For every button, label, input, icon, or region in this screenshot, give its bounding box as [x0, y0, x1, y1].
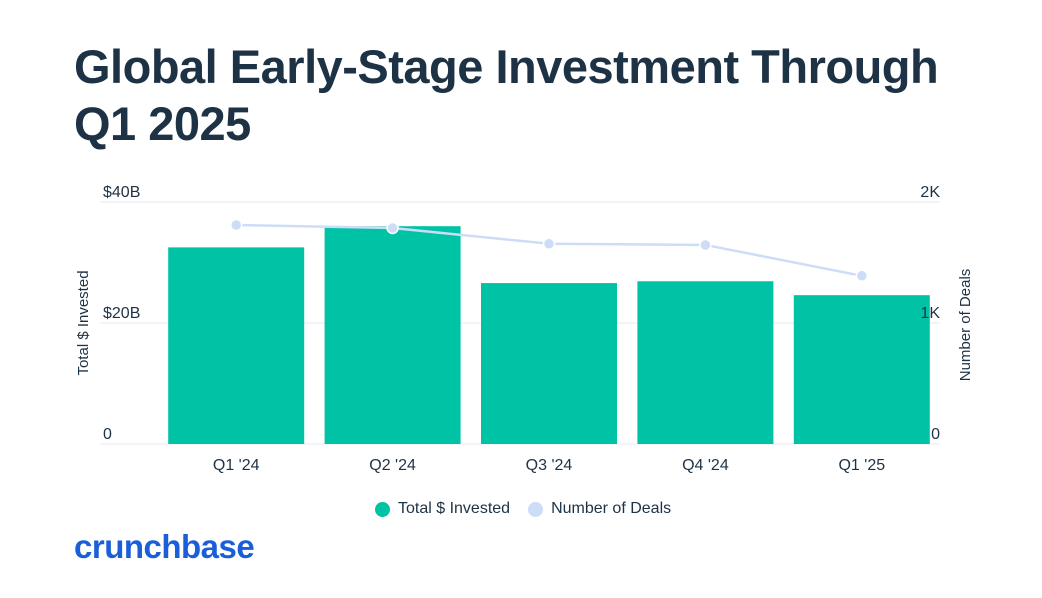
deals-point — [386, 221, 399, 235]
bar — [168, 247, 305, 444]
bar — [324, 226, 461, 444]
y2-tick-label: 2K — [920, 184, 940, 201]
axes: 0 $20B $40B 0 1K 2K Q1 '24 Q2 '24 Q3 '24 Q4 '24 Q1… — [75, 184, 974, 474]
bar — [793, 295, 930, 444]
y-axis-title: Total $ Invested — [75, 270, 92, 375]
y-tick-label: $20B — [103, 305, 140, 322]
deals-point — [699, 238, 712, 252]
legend-label-invested: Total $ Invested — [398, 500, 511, 517]
brand-logo: crunchbase — [74, 528, 255, 565]
x-tick-label: Q4 '24 — [682, 457, 729, 474]
legend-swatch-deals — [528, 501, 544, 517]
chart-title: Global Early-Stage Investment Through Q1… — [74, 40, 939, 150]
line-series — [229, 218, 869, 283]
deals-point — [542, 237, 556, 250]
legend-swatch-invested — [375, 501, 390, 517]
x-tick-label: Q1 '25 — [838, 457, 885, 474]
y2-tick-label: 1K — [920, 305, 940, 322]
legend-item-deals[interactable]: Number of Deals — [528, 500, 671, 518]
legend: Total $ Invested Number of Deals — [375, 500, 671, 518]
y-tick-label: $40B — [103, 184, 140, 201]
deals-point — [855, 269, 869, 283]
legend-label-deals: Number of Deals — [551, 500, 672, 517]
bar — [481, 283, 617, 444]
x-tick-label: Q1 '24 — [213, 457, 260, 474]
deals-point — [229, 218, 243, 232]
y2-tick-label: 0 — [931, 426, 940, 443]
x-tick-label: Q3 '24 — [526, 457, 573, 474]
legend-item-invested[interactable]: Total $ Invested — [375, 500, 510, 518]
y2-axis-title: Number of Deals — [957, 269, 974, 382]
bar-series — [168, 226, 930, 444]
x-tick-label: Q2 '24 — [369, 457, 416, 474]
y-tick-label: 0 — [103, 426, 112, 443]
bar — [637, 281, 774, 444]
